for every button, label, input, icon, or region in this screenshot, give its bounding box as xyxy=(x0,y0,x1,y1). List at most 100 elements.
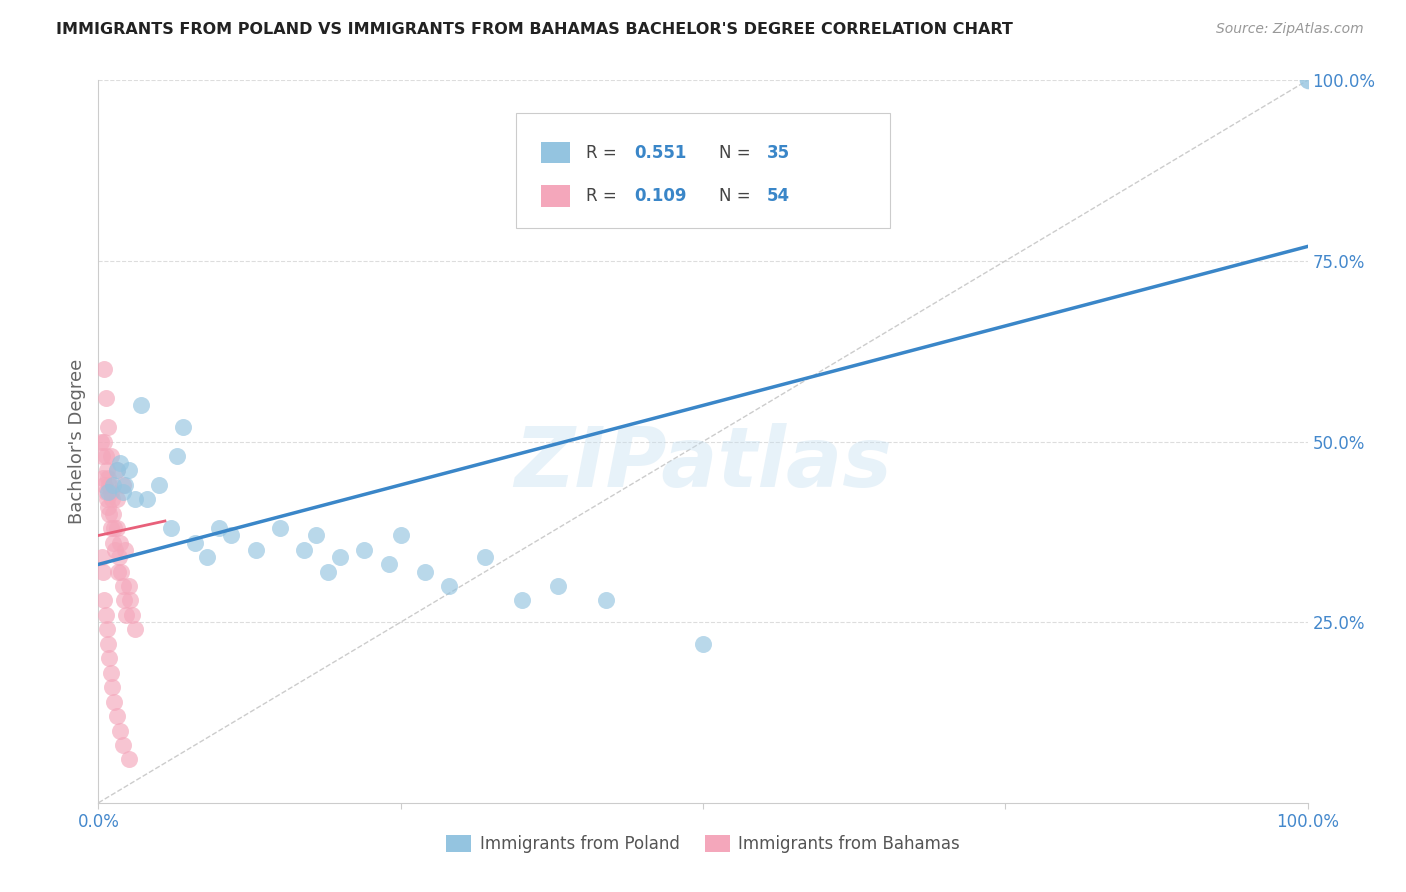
Point xyxy=(245,542,267,557)
Point xyxy=(269,521,291,535)
Point xyxy=(108,456,131,470)
Point xyxy=(104,542,127,557)
Point xyxy=(1296,73,1319,87)
Point xyxy=(94,607,117,622)
Point xyxy=(108,550,131,565)
Text: R =: R = xyxy=(586,187,621,205)
Point xyxy=(111,485,134,500)
Point xyxy=(100,665,122,680)
Point xyxy=(91,550,114,565)
Point xyxy=(135,492,157,507)
Point xyxy=(377,558,399,572)
Point xyxy=(100,521,122,535)
Point xyxy=(474,550,496,565)
Point xyxy=(110,565,132,579)
Point xyxy=(124,492,146,507)
Point xyxy=(94,449,117,463)
Point xyxy=(96,623,118,637)
Point xyxy=(98,651,121,665)
Y-axis label: Bachelor's Degree: Bachelor's Degree xyxy=(67,359,86,524)
Point xyxy=(97,420,120,434)
Text: N =: N = xyxy=(718,187,755,205)
Point xyxy=(96,492,118,507)
Point xyxy=(90,434,112,449)
Text: 0.551: 0.551 xyxy=(634,144,686,161)
Point xyxy=(103,695,125,709)
Point xyxy=(114,478,136,492)
Point xyxy=(98,507,121,521)
Point xyxy=(329,550,352,565)
Point xyxy=(100,492,122,507)
Point xyxy=(97,500,120,514)
Text: R =: R = xyxy=(586,144,621,161)
Point xyxy=(108,723,131,738)
Point xyxy=(118,752,141,766)
Point xyxy=(160,521,183,535)
Text: Source: ZipAtlas.com: Source: ZipAtlas.com xyxy=(1216,22,1364,37)
Point xyxy=(105,463,128,477)
Point xyxy=(101,478,124,492)
Point xyxy=(97,637,120,651)
Point xyxy=(93,434,115,449)
Point xyxy=(101,507,124,521)
Point xyxy=(100,449,122,463)
Point xyxy=(221,528,243,542)
Point xyxy=(547,579,569,593)
Point xyxy=(316,565,339,579)
Point xyxy=(305,528,328,542)
Point xyxy=(91,565,114,579)
Point xyxy=(100,485,122,500)
FancyBboxPatch shape xyxy=(516,112,890,228)
Text: 0.109: 0.109 xyxy=(634,187,686,205)
Point xyxy=(93,362,115,376)
Point xyxy=(510,593,533,607)
Point xyxy=(124,623,146,637)
Point xyxy=(105,521,128,535)
Legend: Immigrants from Poland, Immigrants from Bahamas: Immigrants from Poland, Immigrants from … xyxy=(440,828,966,860)
Point xyxy=(413,565,436,579)
Point xyxy=(93,478,115,492)
Point xyxy=(91,470,114,484)
Point xyxy=(105,463,128,477)
Point xyxy=(94,391,117,405)
Point xyxy=(103,521,125,535)
Point xyxy=(105,492,128,507)
Point xyxy=(105,709,128,723)
Text: 35: 35 xyxy=(768,144,790,161)
Point xyxy=(115,607,138,622)
Point xyxy=(111,478,134,492)
Point xyxy=(111,579,134,593)
Point xyxy=(184,535,207,549)
Point xyxy=(111,738,134,752)
Point xyxy=(108,535,131,549)
Point xyxy=(114,542,136,557)
Point xyxy=(148,478,170,492)
Point xyxy=(195,550,218,565)
Point xyxy=(129,398,152,412)
Text: ZIPatlas: ZIPatlas xyxy=(515,423,891,504)
Point xyxy=(91,449,114,463)
Point xyxy=(353,542,375,557)
Point xyxy=(121,607,143,622)
Point xyxy=(96,463,118,477)
Text: IMMIGRANTS FROM POLAND VS IMMIGRANTS FROM BAHAMAS BACHELOR'S DEGREE CORRELATION : IMMIGRANTS FROM POLAND VS IMMIGRANTS FRO… xyxy=(56,22,1014,37)
Point xyxy=(118,579,141,593)
Point xyxy=(97,485,120,500)
Point xyxy=(98,478,121,492)
FancyBboxPatch shape xyxy=(541,185,569,207)
Point xyxy=(101,535,124,549)
Point xyxy=(692,637,714,651)
Point xyxy=(118,593,141,607)
Point xyxy=(112,593,135,607)
Point xyxy=(93,593,115,607)
Point xyxy=(97,470,120,484)
FancyBboxPatch shape xyxy=(541,142,569,163)
Point xyxy=(208,521,231,535)
Point xyxy=(94,485,117,500)
Point xyxy=(118,463,141,477)
Text: 54: 54 xyxy=(768,187,790,205)
Point xyxy=(437,579,460,593)
Text: N =: N = xyxy=(718,144,755,161)
Point xyxy=(107,565,129,579)
Point xyxy=(595,593,617,607)
